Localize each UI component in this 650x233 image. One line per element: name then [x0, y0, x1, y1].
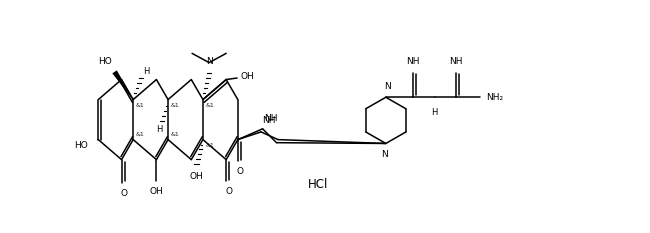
Text: &1: &1 [205, 144, 214, 148]
Text: NH: NH [262, 116, 276, 125]
Text: NH: NH [406, 58, 420, 66]
Text: &1: &1 [205, 103, 214, 108]
Text: H: H [157, 125, 162, 134]
Text: O: O [120, 189, 127, 198]
Text: HO: HO [73, 141, 88, 150]
Text: &1: &1 [135, 103, 144, 108]
Text: &1: &1 [170, 132, 179, 137]
Text: &1: &1 [135, 132, 144, 137]
Text: N: N [381, 150, 387, 159]
Text: &1: &1 [170, 103, 179, 108]
Text: NH: NH [264, 114, 278, 123]
Text: O: O [237, 167, 244, 176]
Text: HO: HO [98, 57, 112, 66]
Text: O: O [225, 187, 232, 196]
Text: NH: NH [450, 58, 463, 66]
Text: N: N [384, 82, 391, 91]
Text: OH: OH [150, 187, 163, 196]
Text: NH₂: NH₂ [486, 93, 503, 102]
Text: H: H [432, 108, 438, 117]
Text: H: H [143, 67, 150, 76]
Text: OH: OH [190, 172, 203, 181]
Polygon shape [112, 70, 133, 100]
Text: N: N [206, 58, 213, 66]
Text: OH: OH [240, 72, 254, 81]
Text: HCl: HCl [307, 178, 328, 191]
